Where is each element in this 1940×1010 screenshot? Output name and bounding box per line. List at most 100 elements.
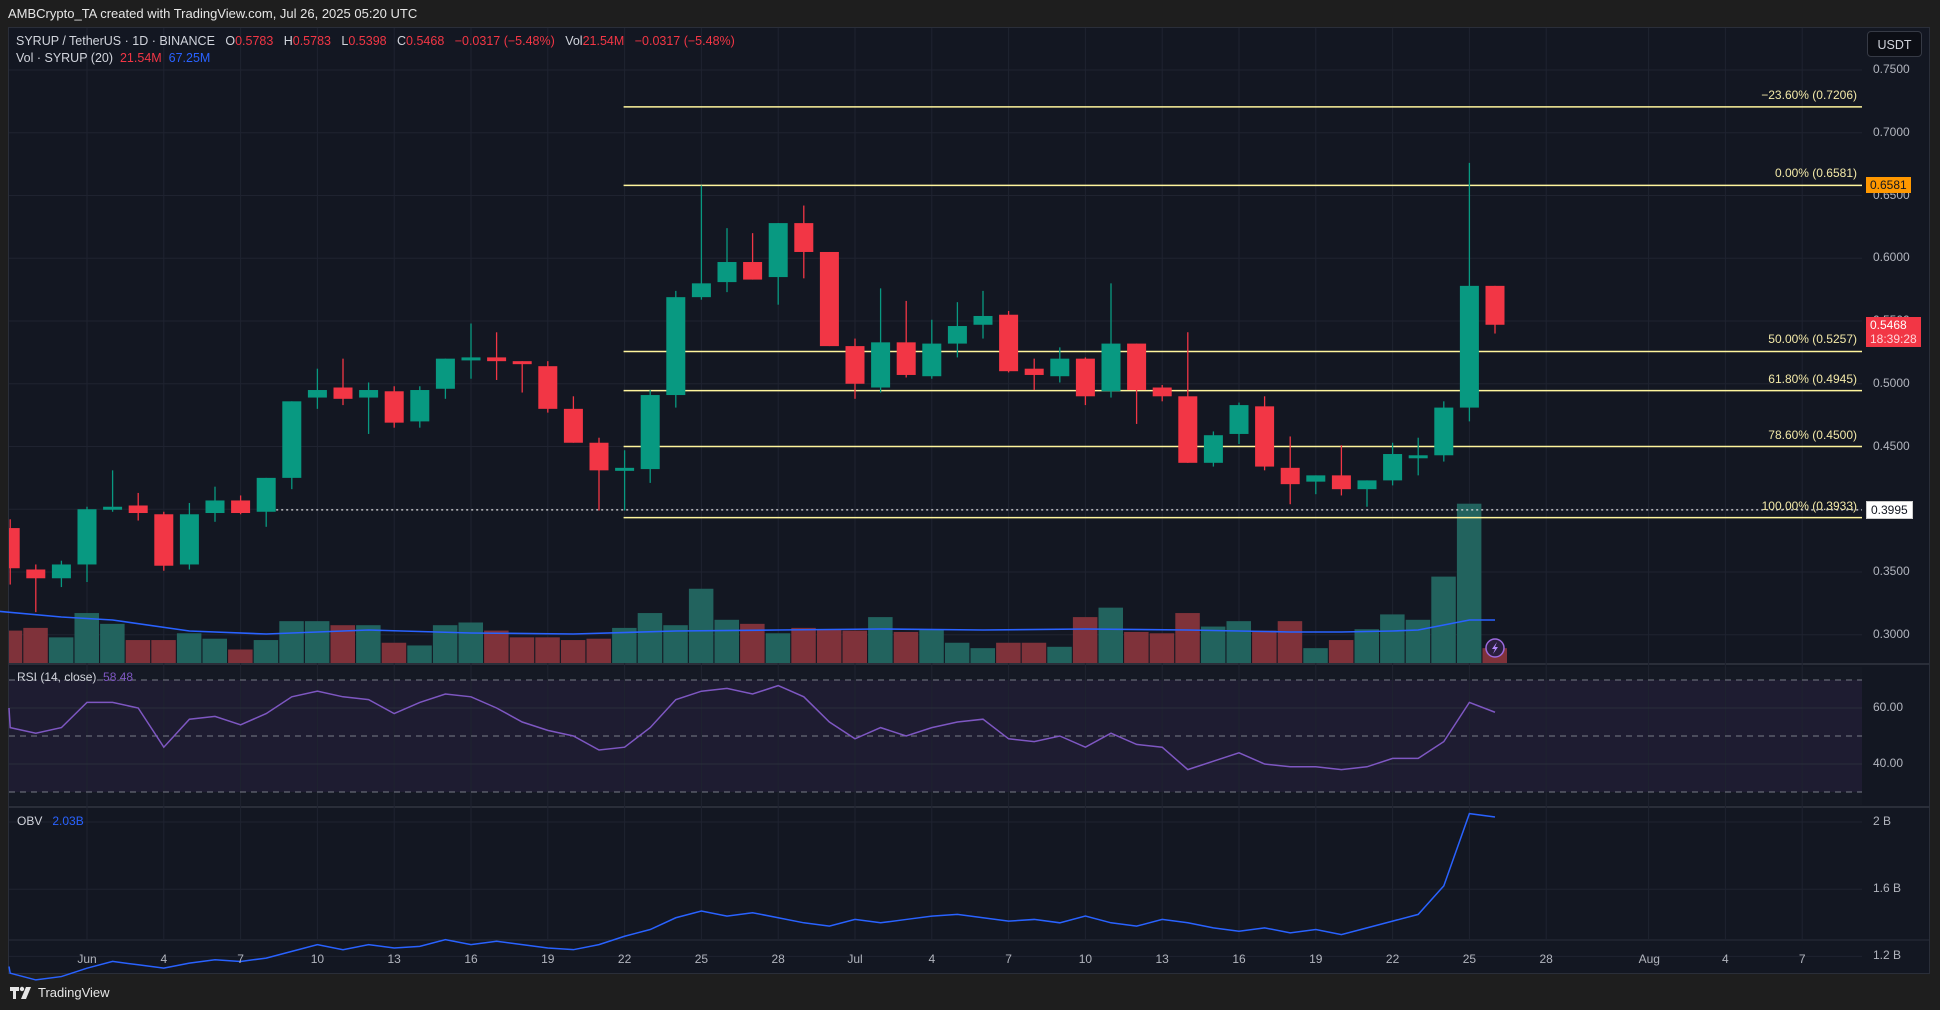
volume-bar <box>279 621 304 663</box>
symbol-title[interactable]: SYRUP / TetherUS · 1D · BINANCE <box>16 34 215 48</box>
volume-bar <box>714 619 739 663</box>
price-axis-label: 0.3000 <box>1873 626 1910 641</box>
price-axis-label: 0.7000 <box>1873 124 1910 139</box>
price-axis-label: 0.4500 <box>1873 438 1910 453</box>
volume-bar <box>791 627 816 663</box>
time-axis-label: 28 <box>1539 952 1553 966</box>
candle-body <box>103 506 123 510</box>
close-value: 0.5468 <box>406 34 445 48</box>
dotted-level-tag: 0.3995 <box>1866 501 1913 519</box>
price-axis-label: 0.7500 <box>1873 62 1910 76</box>
volume-bar <box>228 649 253 663</box>
time-axis-label: 22 <box>617 952 632 966</box>
rsi-legend: RSI (14, close) 58.48 <box>17 670 133 684</box>
time-axis-label: Jul <box>847 952 863 966</box>
candle-body <box>1485 285 1505 325</box>
volume-bar <box>1175 613 1200 663</box>
candle-body <box>871 342 891 388</box>
time-axis-label: 19 <box>541 952 555 966</box>
volume-bar <box>1047 646 1072 663</box>
volume-bar <box>356 625 381 663</box>
rsi-line <box>8 684 1496 771</box>
candle-body <box>1127 343 1147 391</box>
volume-bar <box>1328 640 1354 663</box>
lightning-glyph <box>1492 642 1498 654</box>
fib-level-label: 100.00% (0.3933) <box>1761 498 1857 513</box>
time-axis-label: 7 <box>237 952 244 966</box>
volume-bar <box>1124 631 1149 663</box>
obv-title[interactable]: OBV <box>17 814 43 828</box>
time-axis-label: 7 <box>1005 952 1012 966</box>
volume-bar <box>176 633 202 663</box>
fib-level-label: 78.60% (0.4500) <box>1768 427 1857 442</box>
time-axis-label: 16 <box>1232 952 1246 966</box>
candle-body <box>589 442 609 471</box>
candle-body <box>794 223 814 252</box>
candle-body <box>256 477 276 512</box>
volume-bar <box>100 623 125 663</box>
candle-body <box>896 342 916 375</box>
candle-body <box>691 283 711 298</box>
volume-bar <box>1200 626 1226 663</box>
volume-bar <box>1380 614 1405 663</box>
time-axis-label: 25 <box>694 952 709 966</box>
time-axis-label: 16 <box>464 952 478 966</box>
rsi-title[interactable]: RSI (14, close) <box>17 670 97 684</box>
candle-body <box>819 251 839 347</box>
time-axis-label: 7 <box>1798 952 1806 966</box>
candle-body <box>1152 387 1172 397</box>
candle-body <box>615 467 635 471</box>
candle-body <box>512 361 532 365</box>
volume-bar <box>637 613 663 663</box>
candle-body <box>973 315 993 325</box>
candle-body <box>307 390 327 398</box>
obv-value: 2.03B <box>52 814 84 828</box>
candle-body <box>1459 285 1479 408</box>
volume-bar <box>688 588 714 663</box>
vol-value: 21.54M <box>582 34 625 48</box>
candle-body <box>1229 405 1249 434</box>
rsi-axis-label: 40.00 <box>1873 756 1904 770</box>
candle-body <box>768 223 788 278</box>
candle-body <box>640 395 660 470</box>
candle-body <box>1357 480 1377 490</box>
candle-body <box>845 346 865 384</box>
candle-body <box>384 391 404 423</box>
volume-indicator-title[interactable]: Vol · SYRUP (20) <box>16 51 114 65</box>
volume-legend: Vol · SYRUP (20) 21.54M 67.25M <box>16 51 210 65</box>
volume-bar <box>996 642 1021 663</box>
volume-bar <box>612 627 637 663</box>
candle-body <box>282 401 302 478</box>
candle-body <box>205 500 225 514</box>
volume-ma-line <box>0 610 1495 635</box>
candle-body <box>435 358 455 389</box>
time-axis-label: 28 <box>771 952 785 966</box>
candle-body <box>1101 343 1121 392</box>
currency-button[interactable]: USDT <box>1867 31 1922 57</box>
volume-bar <box>1098 607 1123 663</box>
volume-bar <box>1252 630 1277 663</box>
change-value: −0.0317 (−5.48%) <box>454 34 555 48</box>
volume-bar <box>407 645 432 663</box>
candle-body <box>51 564 71 579</box>
candle-body <box>717 262 737 283</box>
volume-bar <box>9 630 23 663</box>
candle-body <box>1280 467 1300 485</box>
volume-bar <box>560 640 586 663</box>
volume-bar <box>1021 642 1047 663</box>
fib-level-label: 50.00% (0.5257) <box>1768 332 1857 347</box>
candle-body <box>487 357 507 362</box>
candle-body <box>1203 435 1223 463</box>
candle-body <box>1255 406 1275 467</box>
time-axis-label: 13 <box>387 952 401 966</box>
candle-body <box>666 297 686 396</box>
candle-body <box>922 343 942 377</box>
candle-body <box>1383 454 1403 481</box>
tradingview-logo[interactable]: TradingView <box>10 985 110 1000</box>
volume-bar <box>484 630 509 663</box>
candle-body <box>999 314 1019 372</box>
volume-bar <box>1149 633 1175 663</box>
high-price-tag: 0.6581 <box>1866 177 1911 193</box>
volume-bar <box>970 648 995 663</box>
